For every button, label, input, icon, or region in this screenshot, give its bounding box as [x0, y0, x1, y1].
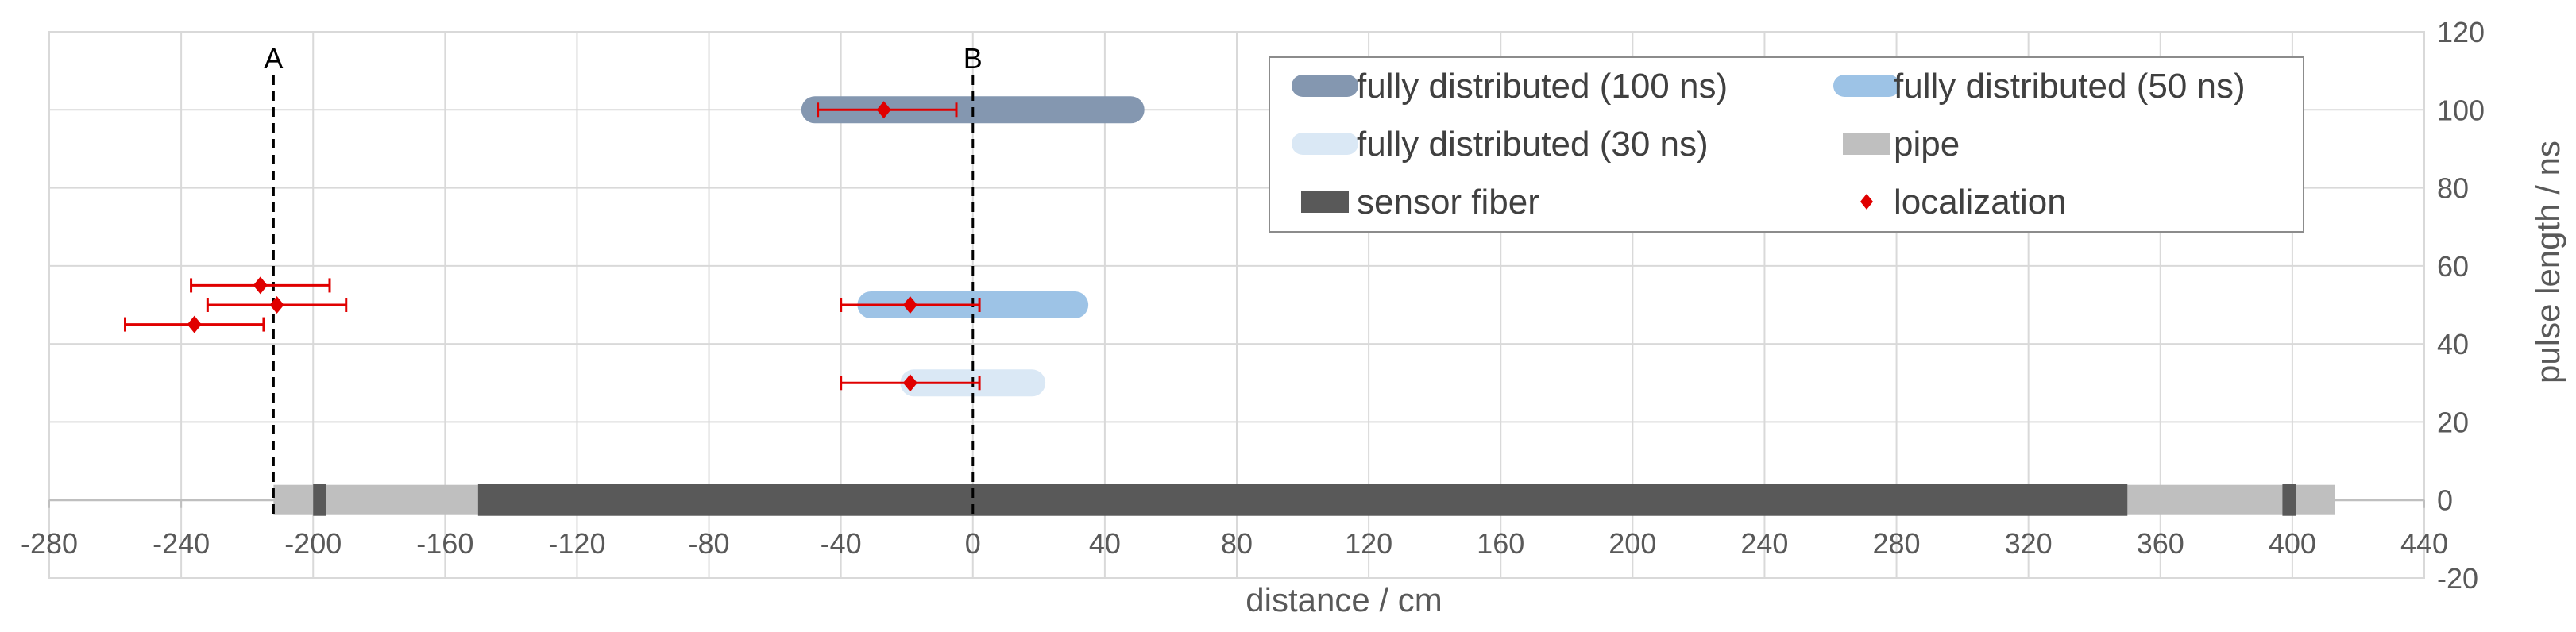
x-tick-label: 400: [2269, 527, 2316, 560]
sensor-fiber-segment: [2282, 484, 2296, 516]
x-tick-label: -200: [284, 527, 342, 560]
sensor-fiber-segment: [477, 484, 2128, 516]
x-tick-label: -240: [153, 527, 210, 560]
legend-swatch-fd30: [1292, 133, 1358, 155]
localization-point: [187, 315, 202, 333]
legend-swatch-fd50: [1833, 75, 1900, 97]
legend-swatch-sensor-fiber: [1301, 191, 1349, 213]
x-tick-label: 280: [1873, 527, 1921, 560]
legend-label-pipe: pipe: [1894, 125, 1960, 164]
x-axis-title: distance / cm: [1246, 581, 1442, 619]
x-tick-label: -280: [21, 527, 78, 560]
x-tick-label: 240: [1740, 527, 1788, 560]
x-tick-label: -160: [416, 527, 473, 560]
y-tick-label: 60: [2437, 250, 2469, 283]
x-tick-label: 320: [2005, 527, 2053, 560]
legend: fully distributed (100 ns) fully distrib…: [1269, 56, 2304, 233]
localization-point: [876, 101, 891, 119]
localization-point: [253, 276, 268, 295]
y-tick-label: 0: [2437, 484, 2453, 517]
y-tick-label: 100: [2437, 94, 2485, 126]
localization-point: [902, 374, 917, 392]
marker-label-b: B: [964, 42, 983, 75]
legend-label-fd50: fully distributed (50 ns): [1894, 67, 2246, 106]
x-tick-label: 40: [1089, 527, 1121, 560]
tick-labels: -280 -240 -200 -160 -120 -80 -40 0 40 80 120 160 200…: [21, 16, 2485, 595]
legend-swatch-localization: [1860, 194, 1873, 210]
x-tick-label: 0: [965, 527, 981, 560]
y-tick-label: -20: [2437, 562, 2478, 595]
legend-label-sensor-fiber: sensor fiber: [1357, 183, 1539, 222]
localization-points: [124, 101, 981, 392]
localization-point: [902, 296, 917, 314]
legend-label-fd30: fully distributed (30 ns): [1357, 125, 1709, 164]
legend-label-localization: localization: [1894, 183, 2067, 222]
legend-swatch-pipe: [1843, 133, 1890, 155]
x-tick-label: -80: [689, 527, 730, 560]
marker-label-a: A: [264, 42, 283, 75]
x-tick-label: 160: [1477, 527, 1524, 560]
sensor-fiber-segment: [313, 484, 326, 516]
legend-swatch-fd100: [1292, 75, 1358, 97]
data-bars: [273, 96, 2335, 516]
x-tick-label: 200: [1609, 527, 1656, 560]
y-axis-title: pulse length / ns: [2529, 141, 2566, 383]
x-tick-label: -40: [821, 527, 862, 560]
localization-point: [269, 296, 284, 314]
y-tick-label: 20: [2437, 406, 2469, 438]
x-tick-label: 440: [2400, 527, 2448, 560]
y-tick-label: 40: [2437, 328, 2469, 360]
x-tick-label: 120: [1345, 527, 1392, 560]
x-tick-label: 80: [1221, 527, 1253, 560]
y-tick-label: 120: [2437, 16, 2485, 48]
legend-box: [1269, 56, 2304, 233]
x-tick-label: 360: [2137, 527, 2184, 560]
legend-label-fd100: fully distributed (100 ns): [1357, 67, 1728, 106]
x-tick-label: -120: [548, 527, 605, 560]
y-tick-label: 80: [2437, 172, 2469, 205]
